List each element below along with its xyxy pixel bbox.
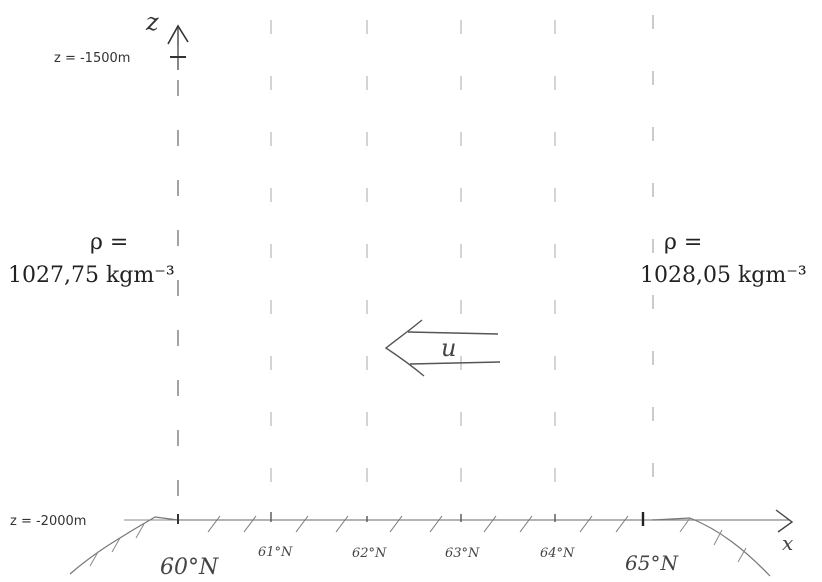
density-left-value: 1027,75 kgm⁻³ [8,263,175,288]
lat-label-62: 62°N [352,546,387,561]
lat-label-64: 64°N [540,546,575,561]
x-axis-arrowhead [775,509,794,533]
density-right-value: 1028,05 kgm⁻³ [640,263,807,288]
flow-label: u [441,334,456,362]
floor-hatching [207,515,629,533]
lat-label-63: 63°N [445,546,480,561]
density-right-symbol: ρ = [664,230,702,255]
lat-label-61: 61°N [258,545,293,560]
lat-label-60: 60°N [160,555,219,580]
z-1500-label: z = -1500m [54,51,130,66]
x-axis-label: x [782,531,793,555]
z-2000-label: z = -2000m [10,514,86,529]
right-slope-hatching [679,517,747,563]
left-slope [69,516,179,575]
left-slope-hatching [89,523,145,567]
lat-label-65: 65°N [625,551,679,575]
z-axis-arrowhead [167,24,189,45]
right-slope [652,517,771,577]
z-axis-label: z [145,8,159,36]
density-left-symbol: ρ = [90,230,128,255]
flow-arrow [384,319,501,377]
